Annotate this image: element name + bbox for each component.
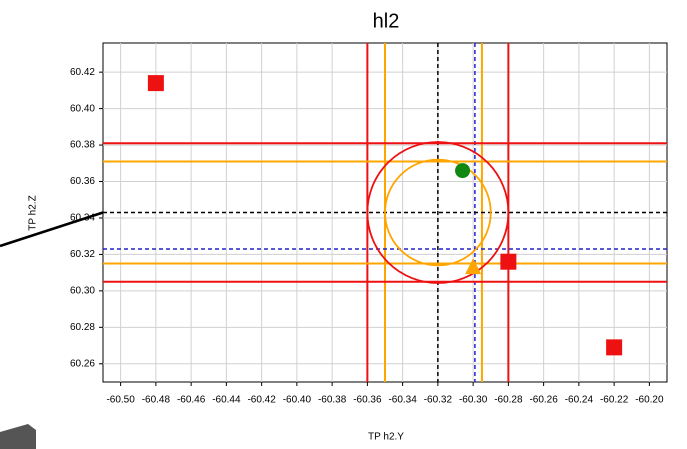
x-tick-label: -60.46 [177,395,206,406]
decoration-object [0,424,36,449]
y-tick-label: 60.28 [70,322,95,333]
x-axis-label: TP h2.Y [368,432,404,443]
x-tick-label: -60.38 [318,395,347,406]
data-point [147,75,164,92]
data-point [465,258,482,275]
x-tick-label: -60.26 [529,395,558,406]
x-tick-label: -60.36 [353,395,382,406]
x-tick-label: -60.42 [247,395,276,406]
tolerance-circle [384,158,492,267]
data-point [606,339,623,356]
annotation-line [0,211,104,248]
x-tick-label: -60.44 [212,395,241,406]
y-axis-label: TP h2.Z [28,195,39,230]
x-tick-label: -60.48 [142,395,171,406]
x-tick-label: -60.28 [494,395,523,406]
y-tick-label: 60.36 [70,176,95,187]
chart-title: hl2 [373,10,400,32]
y-tick-label: 60.26 [70,358,95,369]
x-tick-label: -60.32 [424,395,453,406]
y-tick-label: 60.32 [70,249,95,260]
x-tick-label: -60.50 [106,395,135,406]
data-point [500,253,517,270]
x-tick-label: -60.30 [459,395,488,406]
y-tick-label: 60.40 [70,103,95,114]
x-tick-label: -60.40 [283,395,312,406]
tolerance-circle [366,141,510,284]
x-tick-label: -60.22 [600,395,629,406]
x-tick-label: -60.20 [635,395,664,406]
y-tick-label: 60.38 [70,140,95,151]
x-tick-label: -60.24 [565,395,594,406]
x-tick-label: -60.34 [388,395,417,406]
y-tick-label: 60.42 [70,67,95,78]
data-point [455,163,471,179]
y-tick-label: 60.30 [70,286,95,297]
